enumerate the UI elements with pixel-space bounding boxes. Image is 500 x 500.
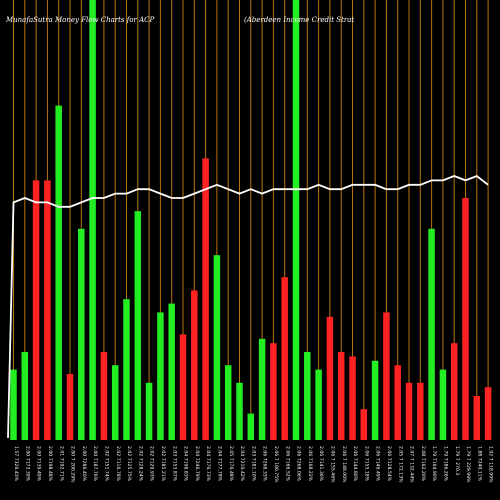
x-tick-label: 2.06 7 155.46% (330, 446, 336, 483)
bar (349, 356, 356, 440)
x-tick-label: 2.06 7268.06% (296, 446, 302, 482)
bar (394, 365, 401, 440)
bars-group (10, 0, 492, 440)
x-tick-label: 1.92 7 118.99% (488, 446, 494, 483)
bar (191, 290, 198, 440)
bar (337, 352, 345, 440)
bar (10, 369, 17, 440)
bar (473, 396, 481, 440)
x-tick-label: 2.06 7128.54% (386, 446, 392, 482)
bar (360, 409, 368, 440)
x-tick-label: 2.00 7 200.29% (70, 446, 76, 483)
x-tick-label: 2.04 7210.42% (239, 446, 245, 482)
x-tick-label: 2.04 7198.83% (183, 446, 189, 482)
bar (304, 352, 311, 440)
x-tick-label: 2.03 7181.10% (250, 446, 256, 482)
x-tick-label: 2.00 7187.76% (92, 446, 98, 482)
x-tick-label: 2.07 7 132.44% (409, 446, 415, 483)
bar (450, 343, 458, 440)
x-tick-label: 2.05 7176.48% (228, 446, 234, 482)
bar (157, 312, 164, 440)
bar (44, 180, 51, 440)
bar (462, 198, 469, 440)
bar (270, 343, 277, 440)
x-tick-label: 2.06 7146.49% (375, 446, 381, 482)
bar (258, 338, 266, 440)
bar (179, 334, 187, 440)
x-tick-label: 2.02 7151.74% (104, 446, 110, 482)
bar (66, 374, 74, 440)
bar (247, 413, 255, 440)
x-tick-label: 2.04 7176.73% (205, 446, 211, 482)
x-tick-label: 2.00 7139.49% (36, 446, 42, 482)
bar (383, 312, 390, 440)
bar (417, 382, 424, 440)
bar (326, 316, 334, 440)
x-tick-label: 2.06 7268.33% (262, 446, 268, 482)
x-tick-label: 2.00 7198.48% (47, 446, 53, 482)
bar (292, 0, 300, 440)
bar (405, 382, 413, 440)
bar (236, 382, 243, 440)
x-tick-label: 1.79 7 229.99% (465, 446, 471, 483)
bar (145, 382, 153, 440)
bar (428, 228, 435, 440)
x-tick-label: 2.01 7192.71% (58, 446, 64, 482)
bar (89, 0, 96, 440)
bar (111, 365, 119, 440)
x-tick-label: 2.02 7185.21% (160, 446, 166, 482)
x-tick-label: 2.06 7168.22% (307, 446, 313, 482)
x-tick-label: 1.57 7326.43% (13, 446, 19, 482)
x-tick-label: 1.79 7 270.3 (454, 446, 460, 475)
bar (123, 299, 130, 440)
x-tick-label: 2.04 7246.79% (194, 446, 200, 482)
bar (32, 180, 40, 440)
x-tick-label: 2.06 7 186.75% (273, 446, 279, 483)
bar (439, 369, 447, 440)
x-tick-label: 2.02 7129.93% (149, 446, 155, 482)
chart-title-left: MunafaSutra Money Flow Charts for ACP (5, 16, 155, 24)
chart-title-right: (Aberdeen Income Credit Strat (244, 16, 354, 24)
x-tick-label: 2.04 7177.78% (217, 446, 223, 482)
x-tick-label: 2.00 7286.40% (81, 446, 87, 482)
bar (202, 158, 209, 440)
bar (224, 365, 232, 440)
x-tick-label: 2.06 7155.18% (363, 446, 369, 482)
x-tick-label: 2.02 7125.75% (126, 446, 132, 482)
bar (78, 228, 85, 440)
x-tick-label: 2.06 7141.36% (318, 446, 324, 482)
bar (213, 255, 221, 440)
x-tick-label: 2.02 7116.78% (115, 446, 121, 482)
x-tick-label: 2.03 7153.87% (171, 446, 177, 482)
x-tick-label: 2.00 7173.39% (24, 446, 30, 482)
x-tick-label: 2.02 7128.24% (137, 446, 143, 482)
bar (281, 277, 288, 440)
x-tick-label: 1.88 7240.11% (476, 446, 482, 482)
bar (55, 105, 62, 440)
x-tick-label: 2.08 7162.20% (420, 446, 426, 482)
money-flow-line (7, 174, 489, 439)
bar (134, 211, 142, 440)
x-tick-labels: 1.57 7326.43% 2.00 7173.39% 2.00 7139.49% 2… (13, 446, 494, 483)
bar (21, 352, 29, 440)
x-tick-label: 2.05 7 172.13% (397, 446, 403, 483)
x-tick-label: 1.79 7164.90% (431, 446, 437, 482)
x-tick-label: 2.06 7166.52% (284, 446, 290, 482)
bar (315, 369, 322, 440)
x-tick-label: 2.06 7144.80% (352, 446, 358, 482)
x-tick-label: 1.79 7186.26% (443, 446, 449, 482)
bar (100, 352, 108, 440)
bar (371, 360, 379, 440)
bar (484, 387, 492, 440)
bar (168, 303, 175, 440)
x-tick-label: 2.06 7 148.00% (341, 446, 347, 483)
